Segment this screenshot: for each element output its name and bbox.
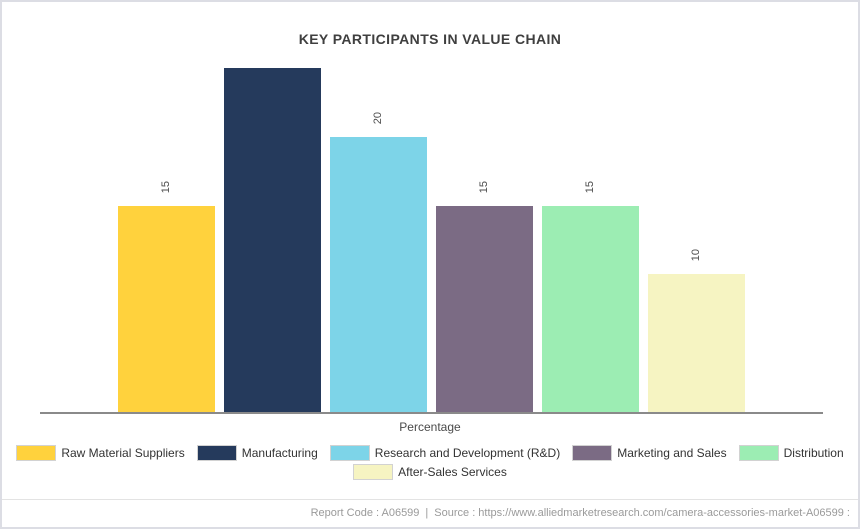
legend-label: Research and Development (R&D)	[374, 446, 561, 460]
legend-swatch-icon	[196, 445, 237, 461]
legend-label: Distribution	[783, 446, 844, 460]
source-url-text: Source : https://www.alliedmarketresearc…	[434, 507, 850, 519]
report-footer: Report Code : A06599 | Source : https://ww…	[2, 499, 858, 527]
bar-value-label: 15	[478, 180, 490, 193]
legend-swatch-icon	[353, 464, 394, 480]
bar-manufacturing[interactable]	[224, 68, 321, 412]
legend-item-distribution[interactable]: Distribution	[738, 445, 844, 461]
legend-item-marketing-and-sales[interactable]: Marketing and Sales	[572, 445, 727, 461]
legend-swatch-icon	[738, 445, 779, 461]
bar-marketing-and-sales[interactable]	[436, 206, 533, 412]
bar-value-label: 20	[372, 111, 384, 124]
legend: Raw Material Suppliers Manufacturing Resea…	[2, 445, 858, 480]
x-axis-label: Percentage	[399, 420, 461, 434]
bar-value-label: 15	[160, 180, 172, 193]
bar-cell-after-sales-services: 10	[648, 249, 745, 412]
footer-separator: |	[425, 507, 429, 519]
bar-cell-manufacturing	[224, 55, 321, 412]
legend-item-raw-material-suppliers[interactable]: Raw Material Suppliers	[16, 445, 185, 461]
legend-item-after-sales-services[interactable]: After-Sales Services	[353, 464, 507, 480]
bar-cell-marketing-and-sales: 15	[436, 181, 533, 412]
bar-distribution[interactable]	[542, 206, 639, 412]
bar-value-label: 10	[690, 248, 702, 261]
bar-value-label: 15	[584, 180, 596, 193]
legend-swatch-icon	[16, 445, 57, 461]
bar-cell-raw-material-suppliers: 15	[118, 181, 215, 412]
bar-cell-distribution: 15	[542, 181, 639, 412]
legend-swatch-icon	[329, 445, 370, 461]
legend-label: Marketing and Sales	[617, 446, 727, 460]
report-code: Report Code : A06599	[310, 507, 420, 519]
legend-label: After-Sales Services	[398, 465, 507, 479]
bar-raw-material-suppliers[interactable]	[118, 206, 215, 412]
bar-after-sales-services[interactable]	[648, 274, 745, 412]
legend-item-research-and-development-r-d[interactable]: Research and Development (R&D)	[329, 445, 561, 461]
bar-cell-research-and-development-r-d: 20	[330, 112, 427, 412]
legend-item-manufacturing[interactable]: Manufacturing	[196, 445, 318, 461]
plot-area: 15 20 15 15 10	[40, 55, 823, 414]
legend-label: Manufacturing	[241, 446, 318, 460]
chart-title: KEY PARTICIPANTS IN VALUE CHAIN	[298, 31, 562, 47]
bar-research-and-development-r-d[interactable]	[330, 137, 427, 412]
legend-row: After-Sales Services	[2, 464, 858, 480]
legend-row: Raw Material Suppliers Manufacturing Resea…	[2, 445, 858, 461]
legend-label: Raw Material Suppliers	[61, 446, 185, 460]
legend-swatch-icon	[572, 445, 613, 461]
